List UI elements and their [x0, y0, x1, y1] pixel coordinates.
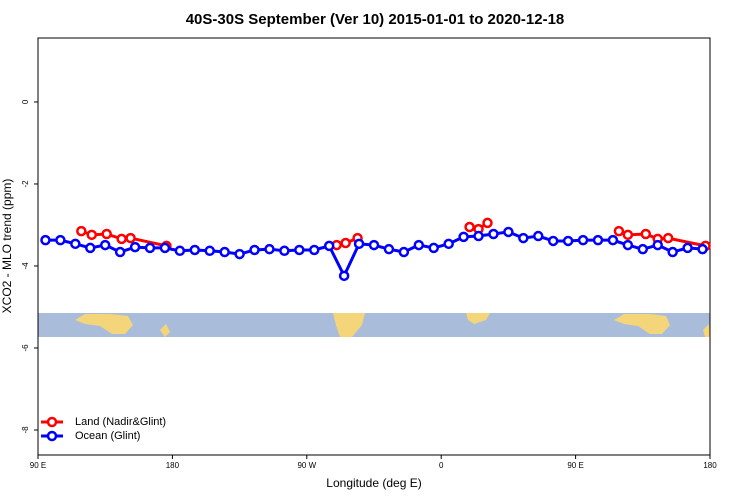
data-point	[443, 238, 454, 250]
data-point	[294, 244, 305, 256]
series-line	[45, 230, 703, 280]
data-point	[667, 246, 678, 258]
data-point	[383, 243, 395, 255]
data-point	[662, 232, 674, 244]
data-point	[488, 228, 499, 240]
data-point	[353, 238, 365, 250]
data-point	[518, 232, 529, 244]
data-point	[99, 239, 111, 251]
data-point	[174, 245, 186, 257]
x-tick-label: 180	[703, 461, 717, 470]
data-point	[249, 244, 260, 256]
data-point	[116, 233, 127, 245]
x-tick-label: 90 E	[30, 461, 46, 470]
data-point	[101, 228, 112, 240]
data-point	[637, 243, 649, 255]
data-point	[464, 221, 475, 233]
data-point	[338, 270, 350, 282]
data-point	[682, 242, 693, 254]
data-point	[76, 225, 87, 237]
data-point	[189, 244, 201, 256]
data-point	[114, 246, 126, 258]
data-point	[697, 243, 708, 255]
legend-label: Ocean (Glint)	[75, 430, 140, 442]
data-point	[204, 245, 215, 257]
data-point	[547, 235, 559, 247]
y-tick-label: -8	[21, 426, 30, 434]
data-point	[323, 240, 335, 252]
data-point	[503, 226, 514, 238]
data-point	[613, 225, 625, 237]
x-tick-label: 180	[166, 461, 180, 470]
y-tick-label: -2	[21, 180, 30, 188]
data-point	[652, 239, 663, 251]
data-point	[482, 217, 493, 229]
data-point	[428, 242, 439, 254]
legend-marker	[46, 416, 58, 428]
data-point	[309, 244, 320, 256]
data-point	[340, 237, 351, 249]
data-point	[129, 241, 141, 253]
x-tick-label: 90 E	[567, 461, 583, 470]
chart-title: 40S-30S September (Ver 10) 2015-01-01 to…	[186, 11, 565, 28]
data-point	[622, 229, 634, 241]
legend-label: Land (Nadir&Glint)	[75, 416, 166, 428]
data-point	[622, 239, 634, 251]
data-point	[640, 228, 652, 240]
data-point	[458, 231, 469, 243]
y-tick-label: -4	[21, 262, 30, 270]
data-point	[264, 243, 275, 255]
data-point	[40, 234, 51, 246]
data-point	[85, 242, 96, 254]
data-point	[592, 234, 604, 246]
data-point	[413, 239, 425, 251]
data-point	[125, 232, 136, 244]
x-tick-label: 0	[439, 461, 444, 470]
data-point	[279, 245, 290, 257]
data-point	[86, 229, 98, 241]
x-axis-label: Longitude (deg E)	[326, 476, 421, 490]
legend-marker	[46, 430, 58, 442]
data-point	[159, 242, 171, 254]
data-point	[533, 230, 544, 242]
data-point	[70, 238, 81, 250]
data-point	[607, 234, 619, 246]
map-strip	[38, 313, 710, 337]
y-tick-label: 0	[21, 99, 30, 104]
data-point	[219, 246, 230, 258]
data-point	[55, 234, 66, 246]
y-tick-label: -6	[21, 344, 30, 352]
y-axis-label: XCO2 - MLO trend (ppm)	[0, 179, 14, 314]
data-point	[473, 230, 484, 242]
data-point	[398, 246, 410, 258]
data-point	[144, 242, 156, 254]
data-point	[577, 234, 589, 246]
data-point	[368, 239, 380, 251]
data-point	[234, 248, 245, 260]
data-point	[562, 235, 574, 247]
x-tick-label: 90 W	[297, 461, 316, 470]
